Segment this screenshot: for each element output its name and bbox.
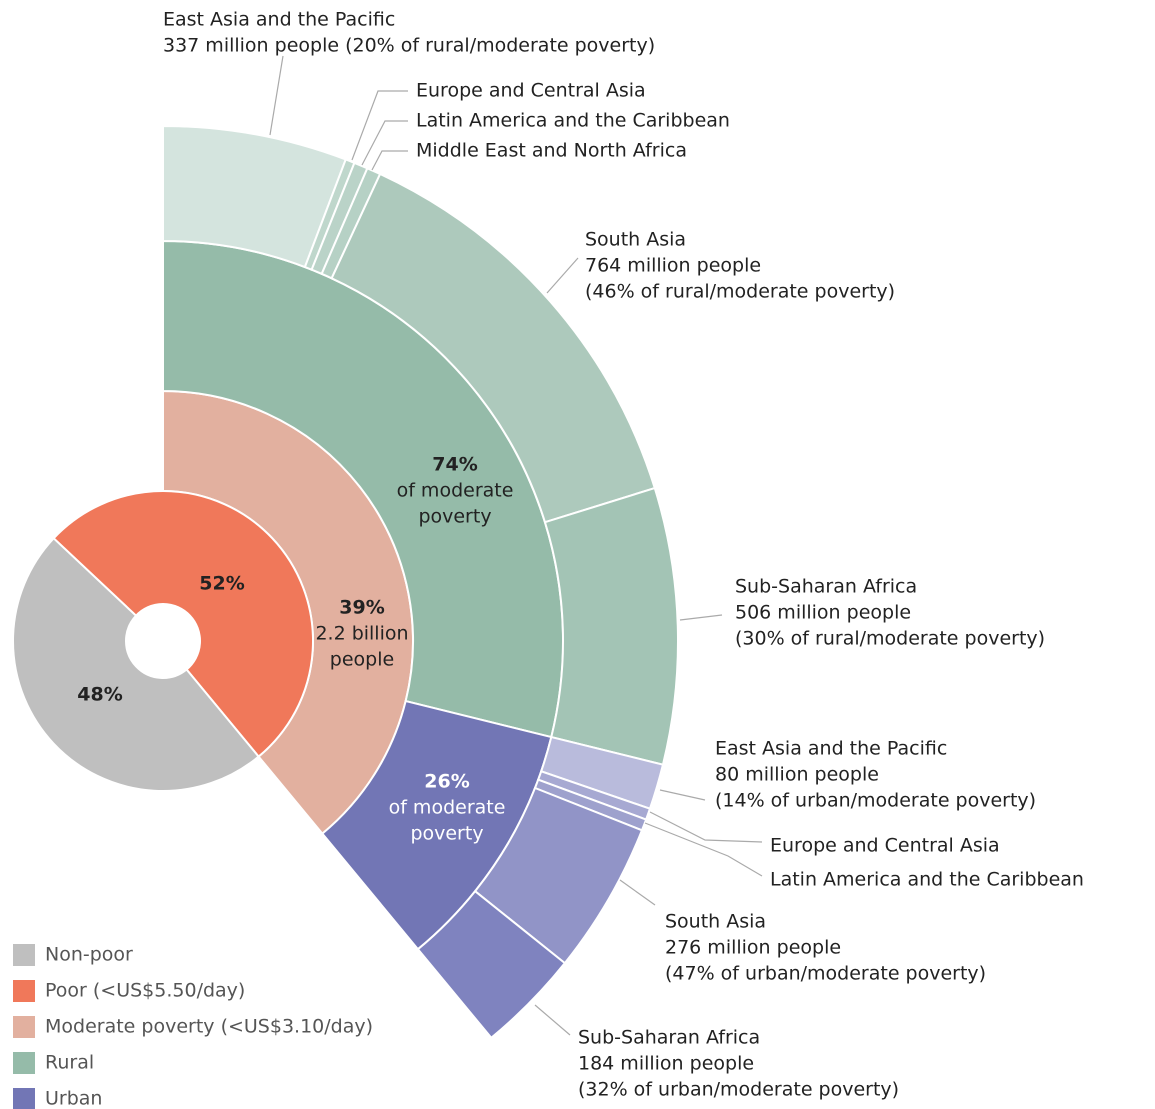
region-label: Europe and Central Asia <box>770 835 1000 857</box>
region-detail: 764 million people <box>585 255 761 277</box>
note: poverty <box>418 506 491 528</box>
region-label: Europe and Central Asia <box>416 80 646 102</box>
leader-line <box>269 55 284 136</box>
region-segment <box>543 486 679 766</box>
region-detail: 80 million people <box>715 764 879 786</box>
non-poor-segment <box>12 536 261 792</box>
note: of moderate <box>389 797 506 819</box>
note: people <box>330 649 394 671</box>
legend-label: Moderate poverty (<US$3.10/day) <box>45 1016 373 1038</box>
region-detail: 276 million people <box>665 937 841 959</box>
legend-swatch <box>13 980 35 1002</box>
value-label: 39% <box>339 597 384 619</box>
legend-swatch <box>13 1088 35 1109</box>
region-detail: (46% of rural/moderate poverty) <box>585 281 895 303</box>
legend-swatch <box>13 944 35 966</box>
legend-swatch <box>13 1052 35 1074</box>
value-label: 52% <box>199 573 244 595</box>
note: 2.2 billion <box>315 623 408 645</box>
region-detail: 506 million people <box>735 602 911 624</box>
region-label: East Asia and the Pacific <box>715 738 947 760</box>
region-label: Middle East and North Africa <box>416 140 687 162</box>
legend-label: Urban <box>45 1088 102 1109</box>
region-label: South Asia <box>665 911 766 933</box>
note: of moderate <box>397 480 514 502</box>
region-label: Sub-Saharan Africa <box>735 576 917 598</box>
leader-line <box>546 257 579 294</box>
leader-line <box>371 150 408 171</box>
region-detail: (14% of urban/moderate poverty) <box>715 790 1036 812</box>
note: poverty <box>410 823 483 845</box>
region-detail: 184 million people <box>578 1053 754 1075</box>
leader-line <box>644 822 763 877</box>
leader-line <box>619 879 656 906</box>
leader-line <box>534 1004 571 1036</box>
region-detail: 337 million people (20% of rural/moderat… <box>163 35 655 57</box>
leader-line <box>361 120 408 166</box>
leader-line <box>351 90 408 161</box>
leader-line <box>679 614 723 621</box>
region-label: Sub-Saharan Africa <box>578 1027 760 1049</box>
legend-label: Non-poor <box>45 944 133 966</box>
region-label: South Asia <box>585 229 686 251</box>
region-detail: (47% of urban/moderate poverty) <box>665 963 986 985</box>
region-label: East Asia and the Pacific <box>163 9 395 31</box>
leader-line <box>659 789 706 801</box>
value-label: 26% <box>424 771 469 793</box>
region-label: Latin America and the Caribbean <box>770 869 1084 891</box>
region-detail: (32% of urban/moderate poverty) <box>578 1079 899 1101</box>
value-label: 74% <box>432 454 477 476</box>
region-label: Latin America and the Caribbean <box>416 110 730 132</box>
poor-segment <box>52 490 314 758</box>
legend-swatch <box>13 1016 35 1038</box>
region-detail: (30% of rural/moderate poverty) <box>735 628 1045 650</box>
value-label: 48% <box>77 684 122 706</box>
leader-line <box>649 811 763 843</box>
legend-label: Poor (<US$5.50/day) <box>45 980 245 1002</box>
legend-label: Rural <box>45 1052 94 1074</box>
region-segment <box>416 889 567 1040</box>
